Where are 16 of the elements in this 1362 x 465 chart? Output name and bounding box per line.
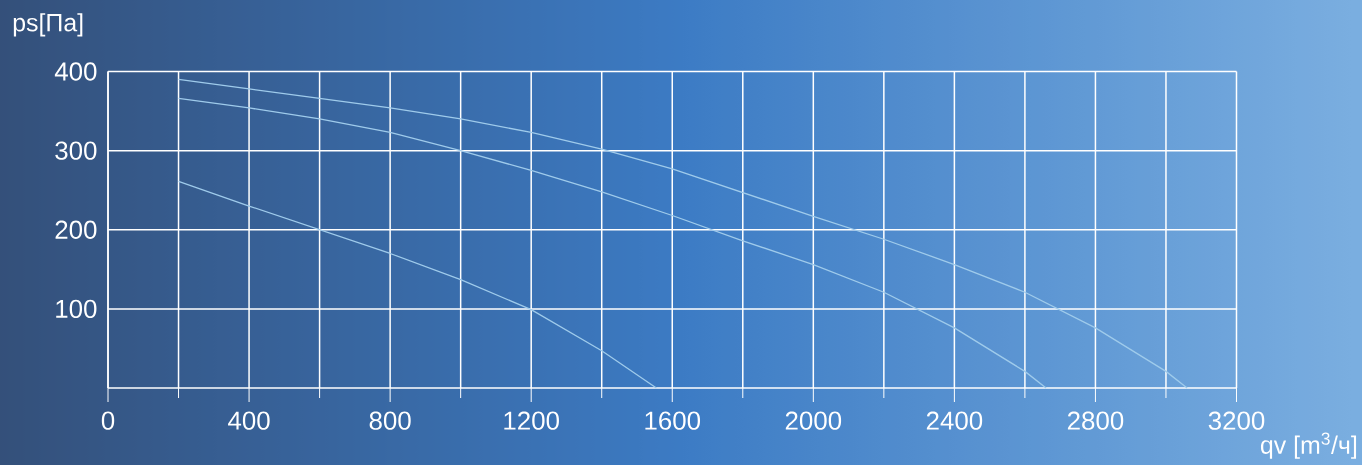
- x-tick-label: 0: [101, 411, 115, 430]
- x-tick-label: 2000: [785, 411, 842, 430]
- y-axis-title: ps[Па]: [13, 13, 83, 37]
- x-tick-label: 1600: [645, 411, 701, 430]
- x-tick-label: 1200: [504, 411, 559, 430]
- x-tick-label: 400: [228, 411, 270, 430]
- x-tick-label: 800: [369, 411, 411, 430]
- x-tick-label: 3200: [1208, 411, 1265, 430]
- x-axis-title: qv [m$^{3}$/ч]: [1260, 432, 1357, 459]
- y-tick-label: 200: [55, 220, 97, 239]
- y-tick-label: 100: [56, 299, 97, 319]
- x-tick-label: 2400: [926, 411, 983, 430]
- y-tick-label: 400: [54, 62, 97, 81]
- line-series: [177, 97, 1047, 389]
- x-tick-label: 2800: [1067, 411, 1124, 430]
- y-tick-label: 300: [55, 141, 97, 160]
